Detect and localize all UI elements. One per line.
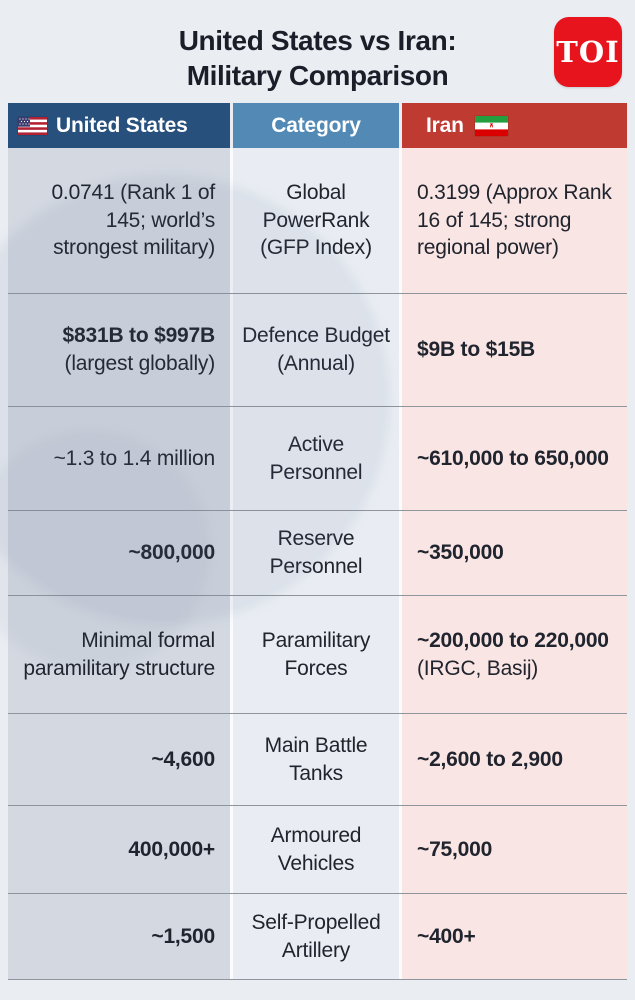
table-body: 0.0741 (Rank 1 of 145; world’s strongest…: [8, 148, 627, 980]
category-cell: Main Battle Tanks: [233, 714, 399, 805]
column-header-category: Category: [233, 103, 399, 148]
us-flag-icon: [18, 116, 47, 135]
us-cell: $831B to $997B (largest globally): [8, 294, 230, 406]
table-row: $831B to $997B (largest globally) Defence…: [8, 293, 627, 406]
iran-cell: $9B to $15B: [402, 294, 627, 406]
toi-logo: TOI: [554, 17, 622, 87]
table-row: ~4,600 Main Battle Tanks ~2,600 to 2,900: [8, 713, 627, 805]
table-row: ~1,500 Self-Propelled Artillery ~400+: [8, 893, 627, 979]
table-row: ~1.3 to 1.4 million Active Personnel ~610,…: [8, 406, 627, 510]
toi-logo-text: TOI: [556, 35, 620, 69]
category-cell: Reserve Personnel: [233, 511, 399, 595]
iran-cell: 0.3199 (Approx Rank 16 of 145; strong re…: [402, 148, 627, 293]
table-row: 0.0741 (Rank 1 of 145; world’s strongest…: [8, 148, 627, 293]
page-title-line1: United States vs Iran:: [178, 25, 457, 56]
page-title-line2: Military Comparison: [186, 59, 449, 91]
table-row: Minimal formal paramilitary structure Par…: [8, 595, 627, 713]
us-cell: ~1,500: [8, 894, 230, 979]
us-cell: ~4,600: [8, 714, 230, 805]
page-title: United States vs Iran: Military Comparis…: [0, 24, 635, 93]
us-cell: ~800,000: [8, 511, 230, 595]
iran-cell: ~2,600 to 2,900: [402, 714, 627, 805]
table-row: ~800,000 Reserve Personnel ~350,000: [8, 510, 627, 595]
column-header-iran: Iran: [402, 103, 627, 148]
column-header-label: Category: [271, 113, 361, 137]
category-cell: Active Personnel: [233, 407, 399, 510]
page-header: United States vs Iran: Military Comparis…: [0, 0, 635, 103]
table-header-row: United States Category Iran: [8, 103, 627, 148]
category-cell: Global PowerRank (GFP Index): [233, 148, 399, 293]
column-header-label: Iran: [426, 113, 464, 137]
us-cell: Minimal formal paramilitary structure: [8, 596, 230, 713]
iran-cell: ~400+: [402, 894, 627, 979]
category-cell: Paramilitary Forces: [233, 596, 399, 713]
iran-flag-icon: [474, 115, 508, 136]
column-header-label: United States: [56, 113, 188, 137]
column-header-united-states: United States: [8, 103, 230, 148]
iran-cell: ~610,000 to 650,000: [402, 407, 627, 510]
us-cell: 0.0741 (Rank 1 of 145; world’s strongest…: [8, 148, 230, 293]
category-cell: Self-Propelled Artillery: [233, 894, 399, 979]
comparison-table: United States Category Iran 0.0741 (Rank…: [8, 103, 627, 980]
us-cell: 400,000+: [8, 806, 230, 893]
category-cell: Armoured Vehicles: [233, 806, 399, 893]
iran-cell: ~350,000: [402, 511, 627, 595]
table-row: 400,000+ Armoured Vehicles ~75,000: [8, 805, 627, 893]
iran-cell: ~200,000 to 220,000 (IRGC, Basij): [402, 596, 627, 713]
category-cell: Defence Budget (Annual): [233, 294, 399, 406]
us-cell: ~1.3 to 1.4 million: [8, 407, 230, 510]
iran-cell: ~75,000: [402, 806, 627, 893]
